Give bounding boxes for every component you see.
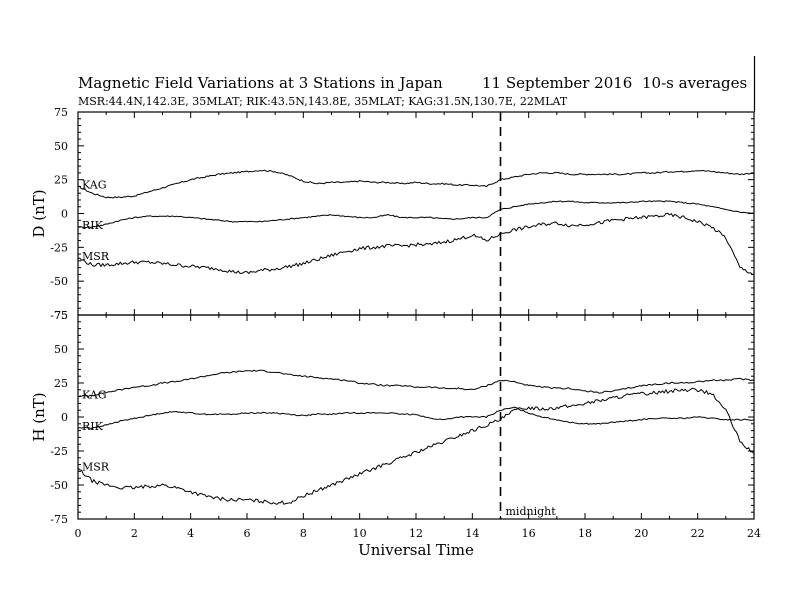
plot-frame (77, 111, 755, 316)
series-line-rik (77, 200, 755, 229)
y-axis-label: D (nT) (30, 189, 48, 237)
series-line-msr (77, 387, 755, 505)
x-tick-label: 2 (131, 527, 138, 540)
y-tick-label: -50 (50, 275, 68, 288)
series-line-msr (77, 212, 755, 275)
d-component-panel: 75 50 25 0 -25 -50 -75 KAG RIK MSR D (nT) (30, 106, 755, 322)
y-tick-label: -75 (50, 309, 68, 322)
x-tick-label: 4 (187, 527, 194, 540)
chart-title: Magnetic Field Variations at 3 Stations … (78, 74, 443, 92)
series-label-msr: MSR (82, 461, 110, 474)
series-label-kag: KAG (82, 389, 107, 402)
x-tick-label: 0 (75, 527, 82, 540)
x-tick-label: 22 (691, 527, 705, 540)
series-label-rik: RIK (82, 420, 104, 433)
y-tick-label: 75 (54, 106, 68, 119)
series-line-kag (77, 169, 755, 199)
x-tick-label: 24 (747, 527, 761, 540)
y-axis-label: H (nT) (30, 392, 48, 441)
series-label-msr: MSR (82, 250, 110, 263)
y-tick-label: 0 (61, 208, 68, 221)
series-label-rik: RIK (82, 219, 104, 232)
x-tick-label: 16 (522, 527, 536, 540)
y-tick-label: 25 (54, 174, 68, 187)
x-tick-label: 10 (353, 527, 367, 540)
x-tick-label: 6 (244, 527, 251, 540)
x-tick-label: 18 (578, 527, 592, 540)
y-tick-label: -25 (50, 241, 68, 254)
y-tick-label: -50 (50, 479, 68, 492)
midnight-marker (499, 56, 756, 519)
y-tick-label: 25 (54, 377, 68, 390)
chart-date: 11 September 2016 (482, 74, 632, 92)
chart-averaging: 10-s averages (642, 74, 747, 92)
x-tick-label: 8 (300, 527, 307, 540)
x-tick-label: 14 (465, 527, 479, 540)
y-tick-label: -25 (50, 445, 68, 458)
station-coordinates: MSR:44.4N,142.3E, 35MLAT; RIK:43.5N,143.… (78, 95, 568, 108)
series-line-kag (77, 369, 755, 398)
y-tick-label: 50 (54, 140, 68, 153)
series-line-rik (77, 406, 755, 429)
y-tick-label: 50 (54, 343, 68, 356)
x-tick-label: 20 (634, 527, 648, 540)
y-tick-label: -75 (50, 513, 68, 526)
midnight-label: midnight (506, 505, 557, 518)
y-tick-label: 75 (54, 309, 68, 322)
y-tick-label: 0 (61, 411, 68, 424)
series-label-kag: KAG (82, 178, 107, 191)
x-tick-label: 12 (409, 527, 423, 540)
x-axis-label: Universal Time (358, 541, 474, 559)
